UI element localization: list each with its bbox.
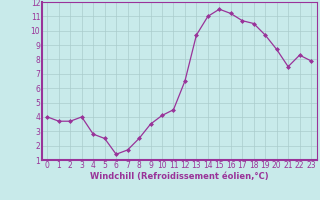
X-axis label: Windchill (Refroidissement éolien,°C): Windchill (Refroidissement éolien,°C) (90, 172, 268, 181)
